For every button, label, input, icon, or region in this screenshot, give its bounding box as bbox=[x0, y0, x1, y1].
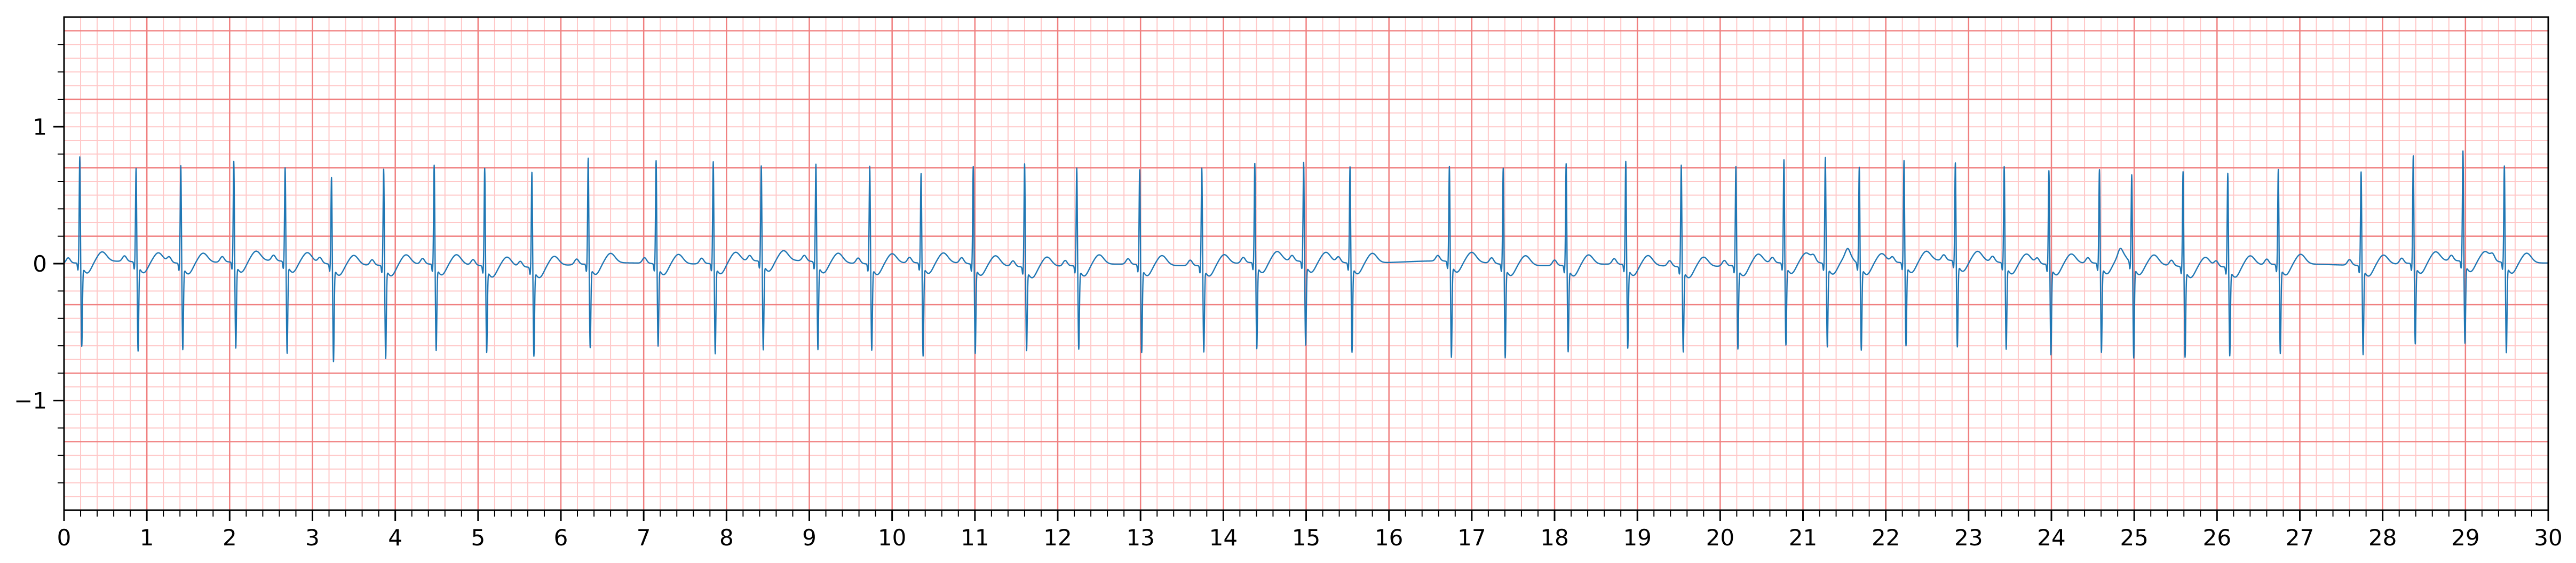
x-tick-label: 10 bbox=[878, 525, 906, 551]
x-tick-label: 18 bbox=[1540, 525, 1568, 551]
x-tick-label: 21 bbox=[1789, 525, 1817, 551]
x-tick-label: 6 bbox=[554, 525, 568, 551]
x-tick-label: 30 bbox=[2534, 525, 2562, 551]
x-tick-label: 11 bbox=[961, 525, 989, 551]
x-tick-label: 9 bbox=[802, 525, 817, 551]
x-tick-label: 15 bbox=[1292, 525, 1320, 551]
x-tick-label: 8 bbox=[719, 525, 734, 551]
x-tick-label: 14 bbox=[1209, 525, 1238, 551]
x-tick-label: 28 bbox=[2368, 525, 2397, 551]
y-tick-label: 0 bbox=[33, 251, 47, 277]
x-tick-label: 20 bbox=[1706, 525, 1734, 551]
x-tick-label: 12 bbox=[1043, 525, 1072, 551]
x-tick-label: 2 bbox=[223, 525, 237, 551]
x-tick-label: 17 bbox=[1457, 525, 1486, 551]
x-tick-label: 16 bbox=[1375, 525, 1403, 551]
x-tick-label: 1 bbox=[140, 525, 154, 551]
y-tick-label: 1 bbox=[33, 114, 47, 140]
x-tick-label: 5 bbox=[471, 525, 485, 551]
x-tick-label: 3 bbox=[305, 525, 320, 551]
x-tick-label: 26 bbox=[2203, 525, 2231, 551]
x-tick-label: 0 bbox=[57, 525, 72, 551]
x-tick-label: 19 bbox=[1623, 525, 1651, 551]
x-tick-label: 22 bbox=[1872, 525, 1900, 551]
x-tick-label: 29 bbox=[2451, 525, 2479, 551]
x-tick-label: 25 bbox=[2120, 525, 2148, 551]
x-tick-label: 24 bbox=[2037, 525, 2065, 551]
x-tick-label: 23 bbox=[1954, 525, 1983, 551]
x-tick-label: 27 bbox=[2286, 525, 2314, 551]
x-tick-label: 7 bbox=[637, 525, 651, 551]
x-tick-label: 13 bbox=[1126, 525, 1154, 551]
x-tick-label: 4 bbox=[388, 525, 402, 551]
y-tick-label: −1 bbox=[14, 388, 47, 414]
